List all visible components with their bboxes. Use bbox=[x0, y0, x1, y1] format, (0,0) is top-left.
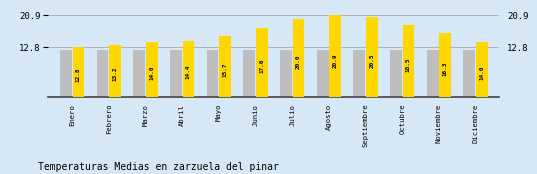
Bar bbox=[476, 42, 488, 97]
Bar bbox=[146, 42, 158, 97]
Text: 14.4: 14.4 bbox=[186, 65, 191, 79]
Text: 12.8: 12.8 bbox=[76, 68, 81, 82]
Text: 14.0: 14.0 bbox=[480, 65, 484, 80]
Bar bbox=[207, 50, 219, 97]
Text: 17.6: 17.6 bbox=[259, 59, 264, 73]
Text: 14.0: 14.0 bbox=[149, 65, 154, 80]
Bar bbox=[390, 50, 402, 97]
Text: Temperaturas Medias en zarzuela del pinar: Temperaturas Medias en zarzuela del pina… bbox=[38, 162, 279, 172]
Bar bbox=[133, 50, 145, 97]
Bar bbox=[183, 41, 194, 97]
Bar bbox=[329, 15, 341, 97]
Bar bbox=[256, 28, 267, 97]
Text: 13.2: 13.2 bbox=[113, 67, 118, 81]
Bar bbox=[170, 50, 182, 97]
Text: 20.5: 20.5 bbox=[369, 54, 374, 68]
Text: 16.3: 16.3 bbox=[442, 61, 448, 76]
Bar bbox=[97, 50, 108, 97]
Bar bbox=[60, 50, 72, 97]
Bar bbox=[243, 50, 255, 97]
Bar bbox=[463, 50, 475, 97]
Text: 18.5: 18.5 bbox=[406, 57, 411, 72]
Bar bbox=[109, 45, 121, 97]
Text: 20.0: 20.0 bbox=[296, 55, 301, 69]
Bar bbox=[439, 33, 451, 97]
Bar bbox=[72, 47, 84, 97]
Text: 20.9: 20.9 bbox=[332, 53, 338, 68]
Bar bbox=[317, 50, 329, 97]
Bar bbox=[293, 19, 304, 97]
Bar bbox=[403, 25, 415, 97]
Bar bbox=[219, 36, 231, 97]
Bar bbox=[366, 17, 378, 97]
Bar bbox=[280, 50, 292, 97]
Bar bbox=[427, 50, 439, 97]
Bar bbox=[353, 50, 365, 97]
Text: 15.7: 15.7 bbox=[223, 62, 228, 77]
